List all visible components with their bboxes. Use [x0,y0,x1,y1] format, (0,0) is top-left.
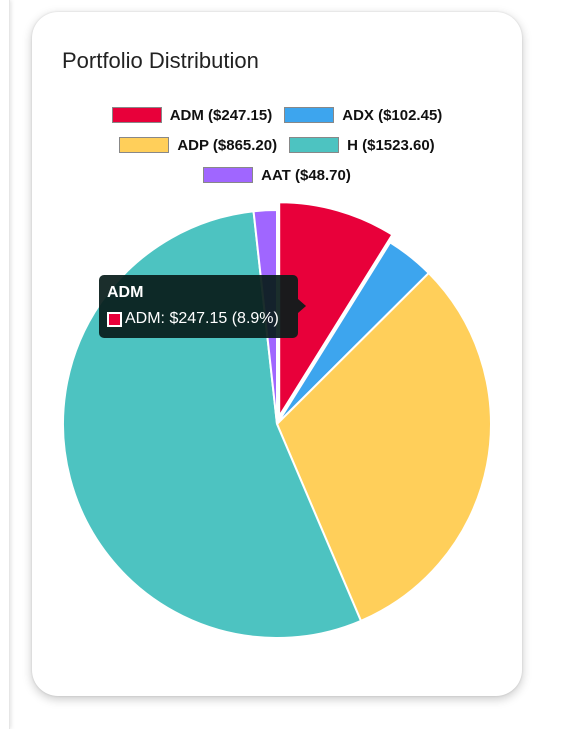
legend-swatch-aat [203,167,254,183]
pie-slice-adp[interactable] [275,271,492,623]
tooltip-title: ADM [107,284,144,301]
legend-row: ADP ($865.20) H ($1523.60) [32,130,522,160]
legend-swatch-adm [111,107,162,123]
tooltip-line: ADM: $247.15 (8.9%) [107,310,290,328]
tooltip-swatch [107,311,122,327]
legend-item-adp[interactable]: ADP ($865.20) [119,137,277,154]
legend-swatch-h [289,137,340,153]
chart-legend: ADM ($247.15) ADX ($102.45) ADP ($865.20… [32,100,522,190]
legend-label-adm: ADM ($247.15) [169,106,273,124]
legend-swatch-adp [119,137,170,153]
legend-row: AAT ($48.70) [32,160,522,190]
legend-label-h: H ($1523.60) [347,136,435,154]
tooltip-text: ADM: $247.15 (8.9%) [125,310,279,327]
legend-item-adx[interactable]: ADX ($102.45) [284,107,442,124]
chart-tooltip: ADM ADM: $247.15 (8.9%) [99,275,306,338]
pie-slice-adm[interactable] [278,201,394,420]
card-title: Portfolio Distribution [62,48,259,73]
legend-row: ADM ($247.15) ADX ($102.45) [32,100,522,130]
legend-item-adm[interactable]: ADM ($247.15) [111,106,273,124]
legend-label-adp: ADP ($865.20) [177,136,278,154]
legend-swatch-adx [284,107,335,123]
legend-item-aat[interactable]: AAT ($48.70) [203,167,351,184]
legend-label-aat: AAT ($48.70) [261,166,351,184]
legend-item-h[interactable]: H ($1523.60) [289,137,435,154]
adjacent-panel-edge [0,0,10,729]
legend-label-adx: ADX ($102.45) [342,106,443,124]
